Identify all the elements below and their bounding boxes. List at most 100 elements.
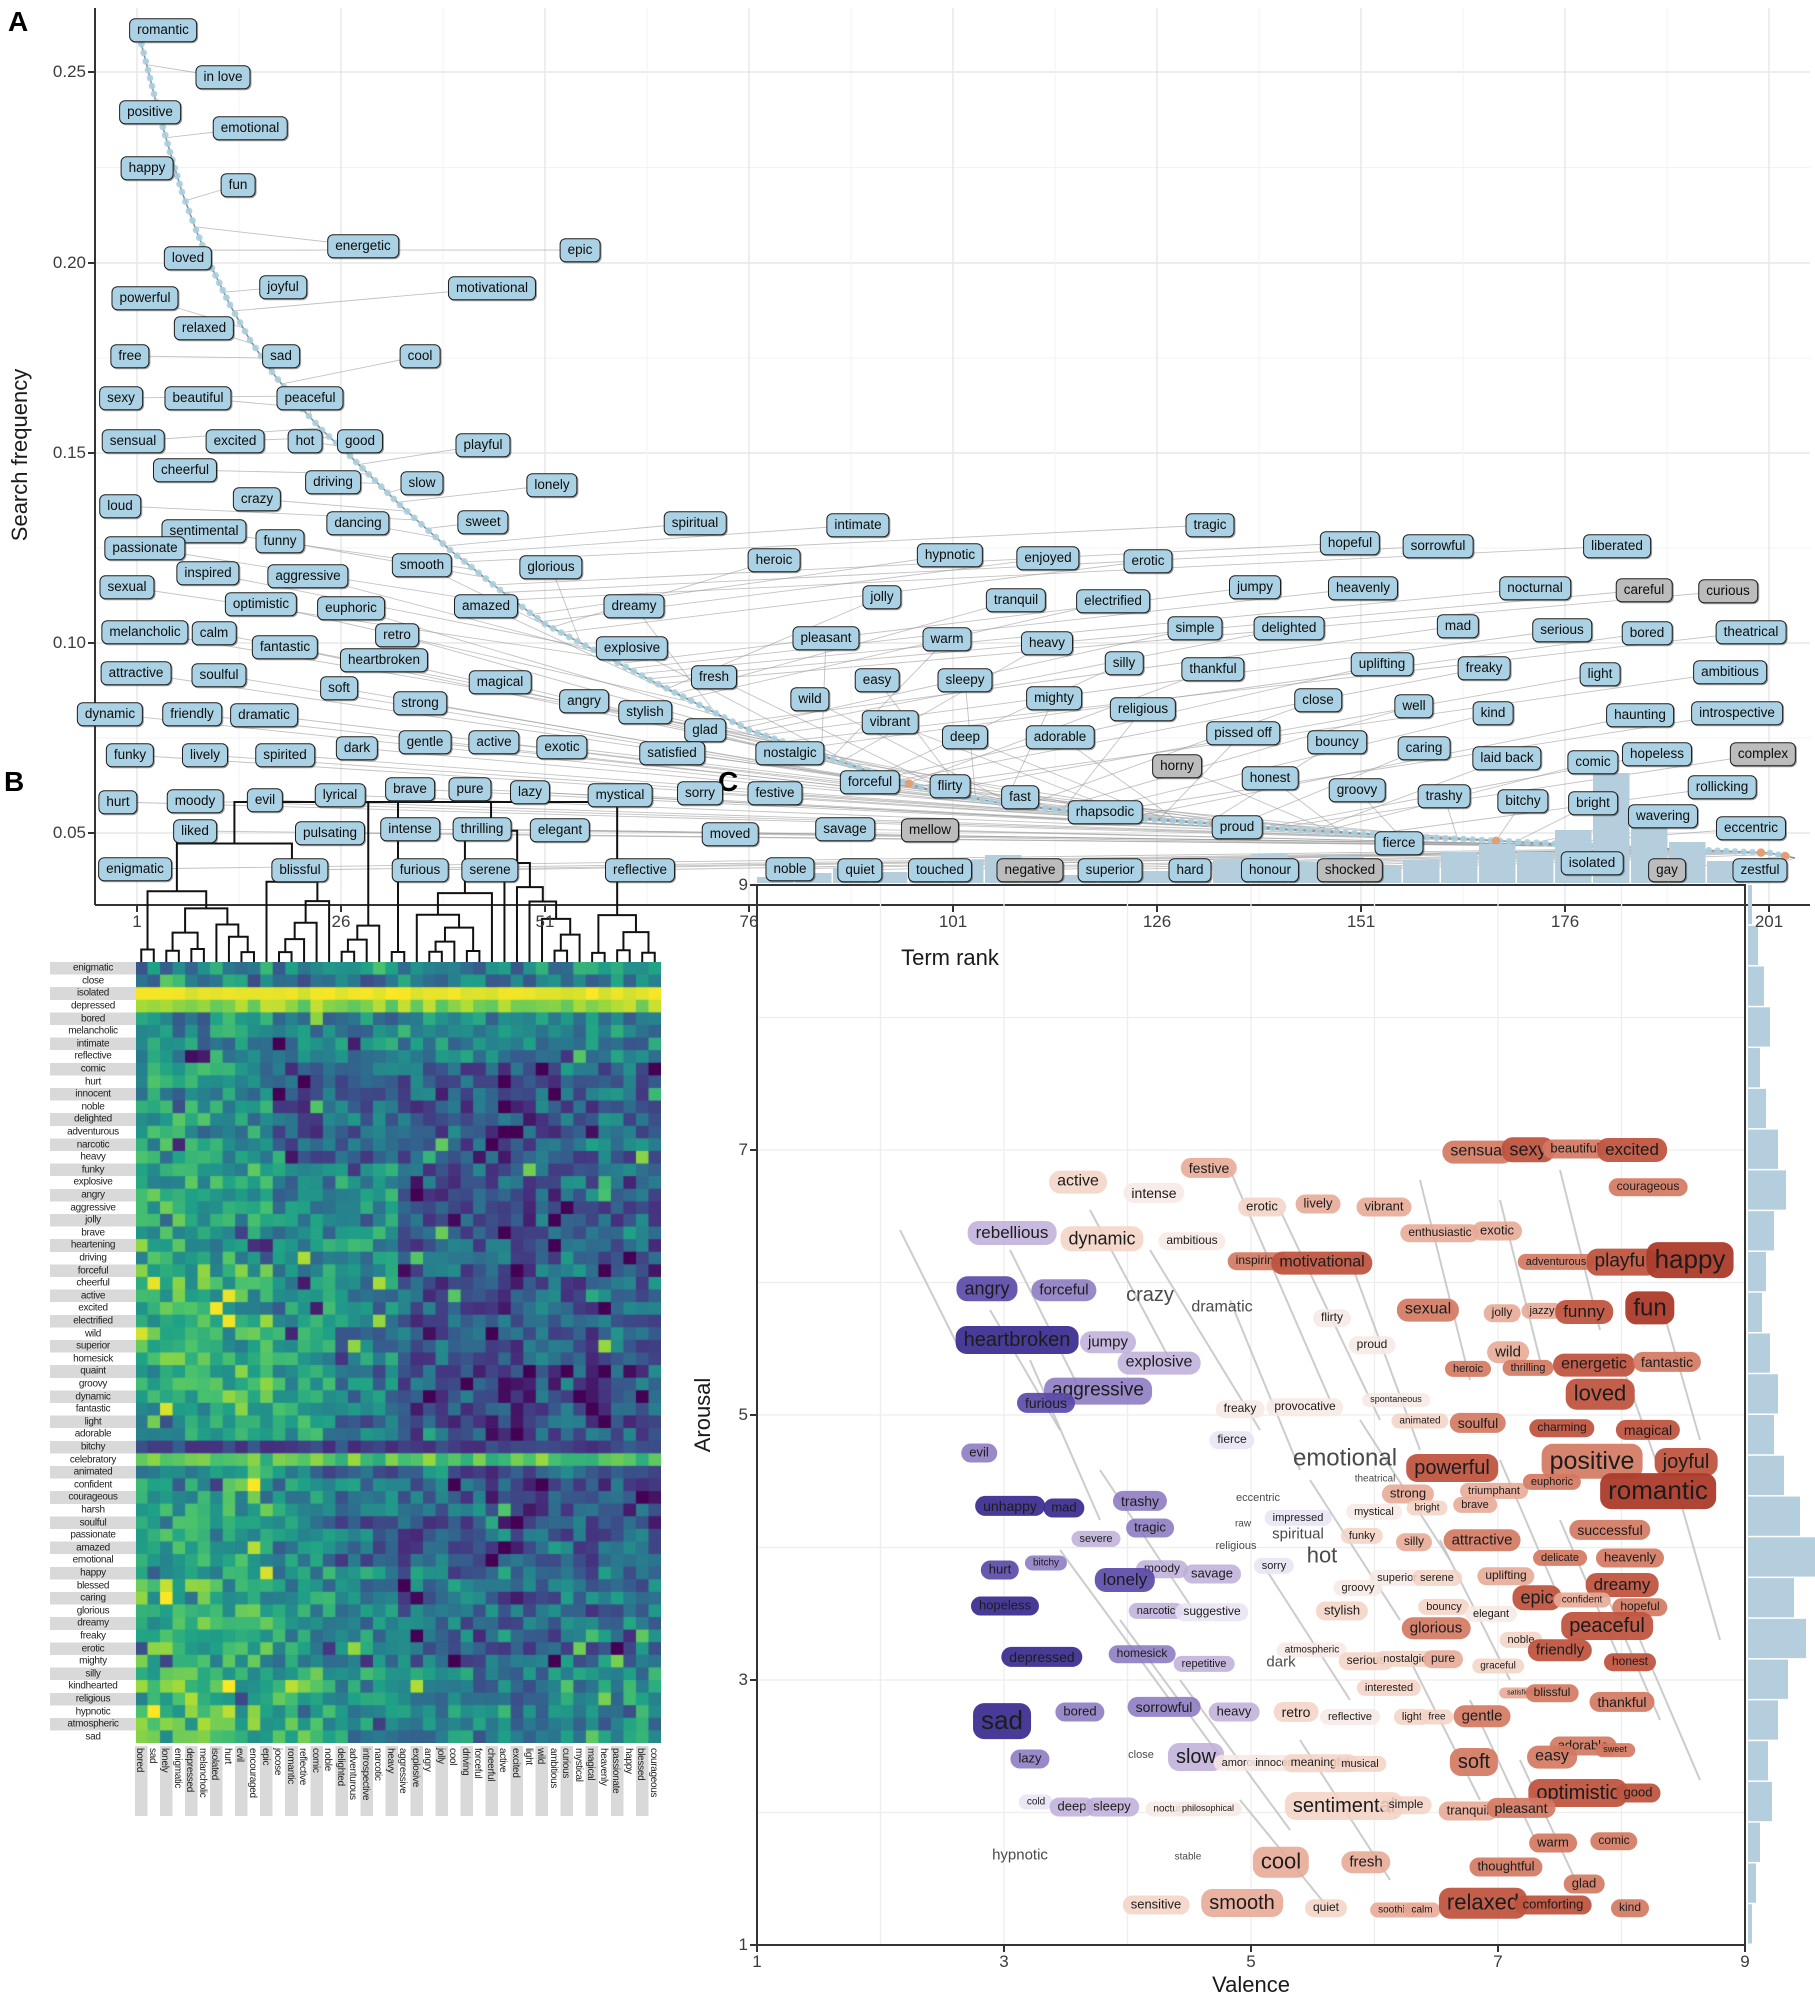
mood-word: repetitive (1173, 1655, 1235, 1673)
mood-word: heavenly (1595, 1548, 1665, 1568)
heatmap-col-label: comic (309, 1748, 321, 1773)
term-label: shocked (1316, 858, 1384, 882)
term-label: happy (120, 156, 174, 180)
mood-word: unhappy (975, 1495, 1045, 1517)
term-label: groovy (1328, 778, 1386, 802)
mood-word: hopeful (1612, 1598, 1668, 1616)
term-label: hard (1168, 858, 1212, 882)
term-label: sleepy (937, 668, 993, 692)
term-label: attractive (100, 661, 172, 685)
heatmap-row-label: celebratory (69, 1454, 117, 1466)
term-label: euphoric (317, 596, 385, 620)
heatmap-row-label: bitchy (80, 1441, 106, 1453)
c-x-tick: 9 (1740, 1952, 1750, 1971)
heatmap-col-label: adventurous (347, 1748, 359, 1800)
mood-word: suggestive (1175, 1603, 1249, 1621)
heatmap-row-label: innocent (75, 1088, 111, 1100)
heatmap-col-label: introspective (359, 1748, 371, 1801)
a-x-tick: 76 (739, 912, 759, 931)
mood-word: close (1128, 1748, 1154, 1761)
mood-word: dramatic (1191, 1298, 1253, 1316)
heatmap-col-label: lonely (159, 1748, 171, 1773)
term-label: intimate (826, 513, 890, 537)
heatmap-col-label: melancholic (196, 1748, 208, 1798)
mood-word: atmospheric (1276, 1642, 1348, 1658)
heatmap-col-label: happy (622, 1748, 634, 1774)
term-label: laid back (1472, 746, 1542, 770)
term-label: close (1294, 688, 1342, 712)
term-label: introspective (1691, 701, 1783, 725)
term-label: nostalgic (755, 741, 825, 765)
term-label: spiritual (663, 511, 727, 535)
mood-word: religious (1215, 1539, 1257, 1552)
panel-c-y-axis-title: Arousal (690, 1377, 715, 1453)
term-label: calm (191, 621, 237, 645)
term-label: hopeless (1621, 742, 1693, 766)
heatmap-row-label: silly (85, 1668, 101, 1680)
mood-word: depressed (1001, 1646, 1083, 1668)
heatmap-row-label: close (82, 975, 104, 987)
heatmap-row-label: electrified (73, 1315, 113, 1327)
heatmap-row-label: passionate (70, 1529, 116, 1541)
term-label: inspired (176, 561, 240, 585)
mood-word: retro (1273, 1701, 1319, 1723)
a-x-tick: 151 (1346, 912, 1376, 931)
mood-word: warm (1529, 1833, 1577, 1853)
heatmap-row-label: atmospheric (67, 1718, 119, 1730)
mood-word: playful (1586, 1248, 1658, 1276)
heatmap-col-label: explosive (409, 1748, 421, 1787)
mood-word: severe (1071, 1530, 1121, 1548)
mood-word: spontaneous (1362, 1393, 1430, 1407)
mood-word: emotional (1292, 1444, 1398, 1472)
mood-word: glorious (1401, 1617, 1471, 1639)
heatmap-row-label: mighty (79, 1655, 107, 1667)
heatmap-row-label: happy (80, 1567, 106, 1579)
c-x-tick: 5 (1246, 1952, 1256, 1971)
heatmap-row-label: harsh (81, 1504, 105, 1516)
mood-word: jazzy (1521, 1302, 1563, 1320)
mood-word: stylish (1315, 1601, 1369, 1621)
heatmap-row-label: adorable (74, 1428, 112, 1440)
heatmap-col-label: jolly (434, 1748, 446, 1764)
heatmap-row-label: excited (78, 1302, 108, 1314)
term-label: haunting (1606, 703, 1674, 727)
mood-word: superior (1369, 1569, 1425, 1587)
heatmap-col-label: noble (322, 1748, 334, 1771)
term-label: excited (205, 429, 265, 453)
mood-word: pleasant (1486, 1797, 1556, 1819)
term-label: rhapsodic (1067, 800, 1143, 824)
term-label: serious (1532, 618, 1592, 642)
term-label: bored (1621, 621, 1673, 645)
term-label: pulsating (294, 821, 366, 845)
term-label: hot (287, 429, 323, 453)
term-label: jolly (862, 585, 902, 609)
mood-word: friendly (1527, 1639, 1593, 1661)
term-label: playful (455, 433, 511, 457)
mood-word: flirty (1313, 1309, 1351, 1327)
heatmap-row-label: reflective (74, 1050, 112, 1062)
c-y-tick: 9 (738, 875, 748, 894)
term-label: sexy (99, 386, 143, 410)
heatmap-row-label: depressed (71, 1000, 115, 1012)
c-y-tick: 1 (738, 1935, 748, 1954)
heatmap-col-label: magical (585, 1748, 597, 1781)
heatmap-col-label: light (522, 1748, 534, 1765)
term-label: peaceful (276, 386, 344, 410)
mood-word: homesick (1108, 1645, 1176, 1663)
heatmap-col-label: hurt (221, 1748, 233, 1765)
term-label: dreamy (603, 594, 665, 618)
term-label: flirty (929, 774, 971, 798)
term-label: bitchy (1497, 789, 1549, 813)
heatmap-row-label: driving (79, 1252, 107, 1264)
mood-word: provocative (1266, 1398, 1344, 1416)
heatmap-row-label-stripes (50, 962, 136, 1743)
term-label: soft (320, 676, 358, 700)
mood-word: fantastic (1632, 1351, 1702, 1373)
heatmap-row-label: heartening (70, 1239, 116, 1251)
mood-word: ambitious (1158, 1232, 1226, 1250)
term-label: mellow (900, 818, 960, 842)
term-label: careful (1615, 578, 1673, 602)
term-label: mad (1436, 614, 1480, 638)
term-label: heroic (747, 548, 801, 572)
mood-word: freaky (1215, 1400, 1265, 1418)
